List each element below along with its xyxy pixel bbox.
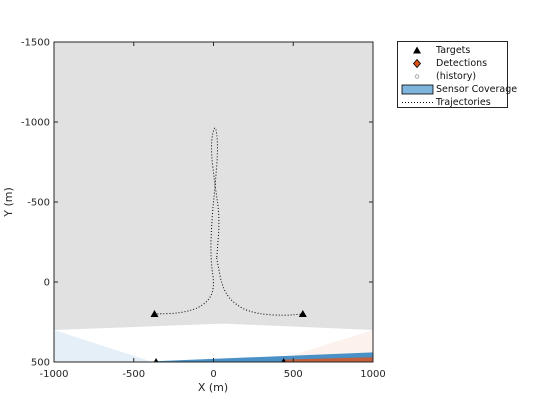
plot-area — [54, 42, 373, 362]
coverage-swatch-icon — [401, 84, 434, 95]
sensor-coverage-3 — [54, 42, 373, 330]
x-tick-label: -1000 — [39, 369, 68, 380]
legend-label-sensor-coverage: Sensor Coverage — [436, 84, 518, 95]
legend-item-trajectories: Trajectories — [398, 96, 508, 109]
x-tick-label: -500 — [122, 369, 145, 380]
legend: Targets Detections (history) Sensor Cove… — [397, 41, 517, 109]
y-tick-label: -1000 — [21, 118, 50, 129]
x-tick-label: 1000 — [360, 369, 385, 380]
legend-label-detections: Detections — [436, 58, 488, 69]
legend-label-trajectories: Trajectories — [436, 97, 491, 108]
y-tick-label: 500 — [31, 358, 50, 369]
trajectory-line-icon — [402, 102, 433, 103]
legend-label-targets: Targets — [436, 45, 471, 56]
legend-item-detections: Detections — [398, 57, 508, 70]
trajectory-1 — [154, 127, 220, 315]
sensor-coverage-1 — [54, 330, 153, 362]
legend-item-history: (history) — [398, 70, 508, 83]
target-marker-2 — [298, 310, 307, 317]
target-marker-icon — [413, 46, 421, 54]
x-tick-label: 500 — [284, 369, 303, 380]
target-marker-3 — [153, 358, 159, 362]
target-marker-4 — [281, 358, 286, 362]
detection-marker-icon — [412, 58, 422, 69]
legend-item-sensor-coverage: Sensor Coverage — [398, 83, 517, 96]
y-axis-label: Y (m) — [2, 187, 15, 218]
coverage-band-red — [283, 357, 373, 362]
axes: -1000 -500 0 500 1000 -1500 -1000 -500 0 500 — [21, 38, 386, 381]
target-marker-1 — [150, 310, 159, 317]
legend-label-history: (history) — [436, 71, 477, 82]
y-tick-label: 0 — [44, 278, 50, 289]
legend-item-targets: Targets — [398, 44, 508, 57]
y-tick-label: -1500 — [21, 38, 50, 49]
trajectory-2 — [216, 257, 303, 316]
history-marker-icon — [414, 74, 420, 79]
y-tick-label: -500 — [27, 198, 50, 209]
x-axis-label: X (m) — [198, 381, 228, 394]
x-tick-label: 0 — [210, 369, 216, 380]
plot-content — [54, 42, 373, 362]
